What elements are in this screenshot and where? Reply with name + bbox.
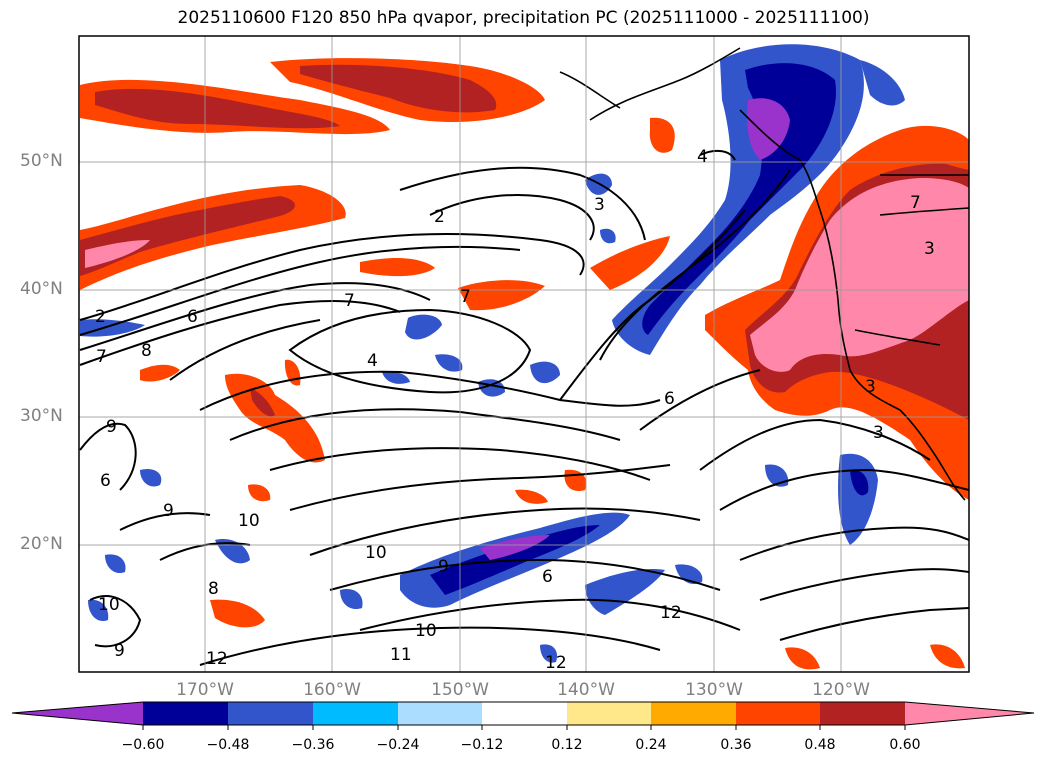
colorbar-extend-max [905,702,1034,725]
contour-label: 6 [187,307,198,327]
colorbar-tick-label: −0.24 [376,737,420,753]
colorbar-tick-label: 0.60 [889,737,921,753]
lon-label-150w: 150°W [431,680,489,700]
colorbar-tick-label: −0.60 [121,737,165,753]
contour-label: 3 [873,423,884,443]
lon-label-160w: 160°W [303,680,361,700]
contour-label: 9 [163,501,174,521]
colorbar-tick-label: −0.36 [291,737,335,753]
contour-label: 9 [106,417,117,437]
contour-label: 3 [594,195,605,215]
contour-label: 3 [865,377,876,397]
contour-label: 6 [100,471,111,491]
colorbar-cell [228,702,313,725]
colorbar-extend-min [12,702,143,725]
colorbar-cell [398,702,482,725]
lon-label-140w: 140°W [557,680,615,700]
contour-label: 7 [96,347,107,367]
contour-label: 4 [697,147,708,167]
contour-label: 7 [910,193,921,213]
lat-label-30n: 30°N [20,406,63,426]
colorbar-tick-label: 0.48 [804,737,836,753]
colorbar-cell [736,702,820,725]
colorbar-tick-label: 0.12 [551,737,583,753]
contour-label: 7 [344,291,355,311]
contour-label: 11 [390,645,412,665]
lon-label-130w: 130°W [685,680,743,700]
contour-label: 12 [545,653,567,673]
coastlines [559,47,969,501]
lon-label-120w: 120°W [812,680,870,700]
map-title: 2025110600 F120 850 hPa qvapor, precipit… [177,8,870,28]
lon-label-170w: 170°W [176,680,234,700]
qvapor-contours [79,149,969,666]
colorbar-tick-label: −0.12 [460,737,504,753]
contour-label: 6 [542,567,553,587]
contour-label: 9 [114,641,125,661]
colorbar-tick-label: 0.24 [635,737,667,753]
contour-label: 12 [206,649,228,669]
contour-label: 2 [95,307,106,327]
colorbar-cell [482,702,567,725]
colorbar [11,701,1035,730]
lat-label-40n: 40°N [20,279,63,299]
contour-label: 10 [98,595,120,615]
contour-label: 10 [365,543,387,563]
contour-label: 10 [415,621,437,641]
colorbar-cell [567,702,651,725]
colorbar-tick-label: −0.48 [206,737,250,753]
lat-label-20n: 20°N [20,534,63,554]
contour-label: 3 [924,239,935,259]
precip-anomaly-fill [79,36,969,672]
contour-label: 9 [438,557,449,577]
map-frame [78,35,970,673]
contour-label: 10 [238,511,260,531]
contour-label: 2 [434,207,445,227]
colorbar-cell [651,702,736,725]
contour-label: 6 [664,389,675,409]
colorbar-tick-label: 0.36 [720,737,752,753]
contour-label: 7 [460,287,471,307]
colorbar-cell [820,702,905,725]
colorbar-cell [143,702,228,725]
contour-label-group: 2 7 8 6 7 7 4 6 3 2 4 3 3 3 9 6 9 10 10 … [95,147,935,673]
lat-label-50n: 50°N [20,151,63,171]
colorbar-cell [313,702,398,725]
contour-label: 8 [208,579,219,599]
contour-label: 4 [367,351,378,371]
contour-label: 12 [660,603,682,623]
contour-label: 8 [141,341,152,361]
graticule [79,36,969,672]
